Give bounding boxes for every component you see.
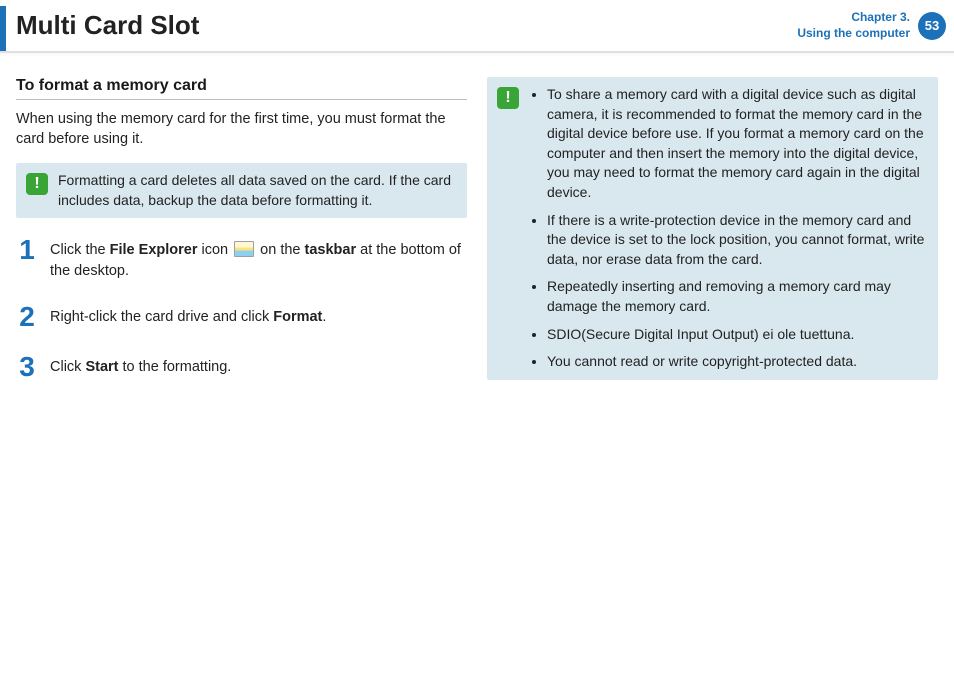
- step-bold: Format: [273, 309, 322, 325]
- step-body: Click the File Explorer icon on the task…: [50, 236, 467, 281]
- step-body: Right-click the card drive and click For…: [50, 303, 326, 331]
- page-title: Multi Card Slot: [16, 6, 199, 51]
- step-text: .: [322, 309, 326, 325]
- intro-paragraph: When using the memory card for the first…: [16, 110, 467, 149]
- step-bold: Start: [85, 359, 118, 375]
- note-item: You cannot read or write copyright-prote…: [547, 352, 926, 372]
- step-bold: File Explorer: [110, 242, 198, 258]
- alert-icon: !: [26, 173, 48, 195]
- step-item: 3 Click Start to the formatting.: [16, 353, 467, 381]
- notes-list: To share a memory card with a digital de…: [529, 85, 926, 372]
- step-text: icon: [197, 242, 232, 258]
- title-wrap: Multi Card Slot: [0, 6, 199, 51]
- step-number: 3: [16, 353, 38, 381]
- note-item: If there is a write-protection device in…: [547, 211, 926, 270]
- notes-callout: ! To share a memory card with a digital …: [487, 77, 938, 380]
- page-header: Multi Card Slot Chapter 3. Using the com…: [0, 0, 954, 53]
- right-column: ! To share a memory card with a digital …: [487, 77, 938, 403]
- step-item: 1 Click the File Explorer icon on the ta…: [16, 236, 467, 281]
- step-number: 2: [16, 303, 38, 331]
- step-text: to the formatting.: [119, 359, 232, 375]
- section-subheading: To format a memory card: [16, 77, 467, 100]
- note-item: SDIO(Secure Digital Input Output) ei ole…: [547, 325, 926, 345]
- step-text: Click: [50, 359, 85, 375]
- page-number-badge: 53: [918, 12, 946, 40]
- chapter-line-1: Chapter 3.: [797, 10, 910, 26]
- step-bold: taskbar: [305, 242, 357, 258]
- step-item: 2 Right-click the card drive and click F…: [16, 303, 467, 331]
- notes-body: To share a memory card with a digital de…: [529, 85, 926, 372]
- step-body: Click Start to the formatting.: [50, 353, 231, 381]
- title-accent-bar: [0, 6, 6, 51]
- step-text: on the: [256, 242, 304, 258]
- content-area: To format a memory card When using the m…: [0, 53, 954, 403]
- file-explorer-icon: [234, 241, 254, 257]
- warning-callout: ! Formatting a card deletes all data sav…: [16, 163, 467, 218]
- note-item: To share a memory card with a digital de…: [547, 85, 926, 203]
- step-list: 1 Click the File Explorer icon on the ta…: [16, 236, 467, 381]
- chapter-line-2: Using the computer: [797, 26, 910, 42]
- alert-icon: !: [497, 87, 519, 109]
- breadcrumb: Chapter 3. Using the computer 53: [797, 6, 946, 41]
- step-number: 1: [16, 236, 38, 281]
- step-text: Click the: [50, 242, 110, 258]
- note-item: Repeatedly inserting and removing a memo…: [547, 277, 926, 316]
- step-text: Right-click the card drive and click: [50, 309, 273, 325]
- chapter-label: Chapter 3. Using the computer: [797, 10, 910, 41]
- warning-text: Formatting a card deletes all data saved…: [58, 171, 455, 210]
- left-column: To format a memory card When using the m…: [16, 77, 467, 403]
